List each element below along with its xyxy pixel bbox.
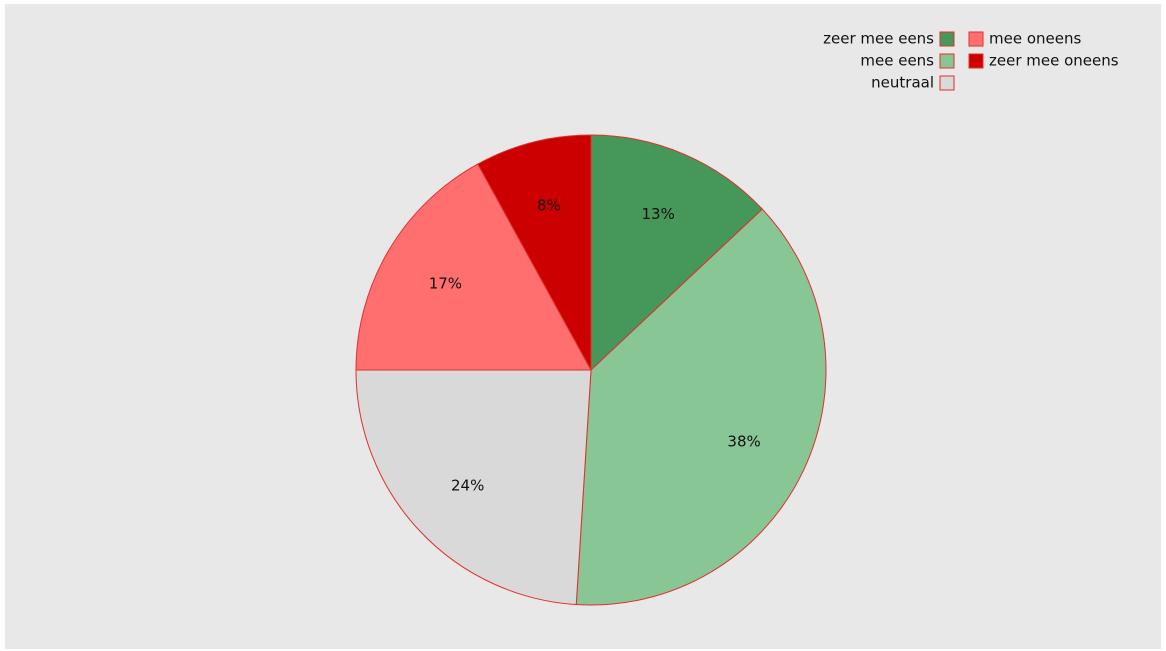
legend-swatch-zeer-mee-oneens bbox=[968, 53, 984, 69]
legend-item-mee-oneens: mee oneens bbox=[968, 30, 1081, 48]
legend-swatch-mee-oneens bbox=[968, 31, 984, 47]
pie-slice-zeer-mee-oneens bbox=[477, 134, 592, 371]
pie-slices bbox=[355, 134, 827, 606]
pie-slice-labels: 13% 38% 24% 17% 8% bbox=[429, 197, 761, 495]
legend-swatch-mee-eens bbox=[939, 53, 955, 69]
pie-slice-mee-oneens bbox=[355, 163, 592, 371]
legend-item-zeer-mee-oneens: zeer mee oneens bbox=[968, 52, 1119, 70]
pie-chart: 13% 38% 24% 17% 8% zeer mee eens mee eens neut… bbox=[355, 30, 1119, 606]
pie-slice-neutraal bbox=[355, 369, 592, 606]
legend-label-zeer-mee-eens: zeer mee eens bbox=[823, 30, 934, 48]
legend-item-mee-eens: mee eens bbox=[860, 52, 955, 70]
legend-label-neutraal: neutraal bbox=[871, 74, 934, 92]
pie-slice-mee-eens bbox=[575, 208, 827, 606]
legend-swatch-zeer-mee-eens bbox=[939, 31, 955, 47]
legend-swatch-neutraal bbox=[939, 75, 955, 91]
legend: zeer mee eens mee eens neutraal mee oneens z… bbox=[823, 30, 1119, 92]
legend-item-neutraal: neutraal bbox=[871, 74, 955, 92]
pie-slice-zeer-mee-eens bbox=[590, 134, 764, 372]
legend-item-zeer-mee-eens: zeer mee eens bbox=[823, 30, 955, 48]
slice-label-zeer-mee-eens: 13% bbox=[642, 205, 675, 223]
legend-label-mee-oneens: mee oneens bbox=[989, 30, 1081, 48]
slice-label-mee-eens: 38% bbox=[727, 433, 760, 451]
legend-label-mee-eens: mee eens bbox=[860, 52, 934, 70]
legend-label-zeer-mee-oneens: zeer mee oneens bbox=[989, 52, 1119, 70]
slice-label-mee-oneens: 17% bbox=[429, 274, 462, 292]
slice-label-neutraal: 24% bbox=[451, 476, 484, 494]
slice-label-zeer-mee-oneens: 8% bbox=[537, 197, 561, 215]
chart-panel: 13% 38% 24% 17% 8% zeer mee eens mee eens neut… bbox=[5, 4, 1161, 649]
